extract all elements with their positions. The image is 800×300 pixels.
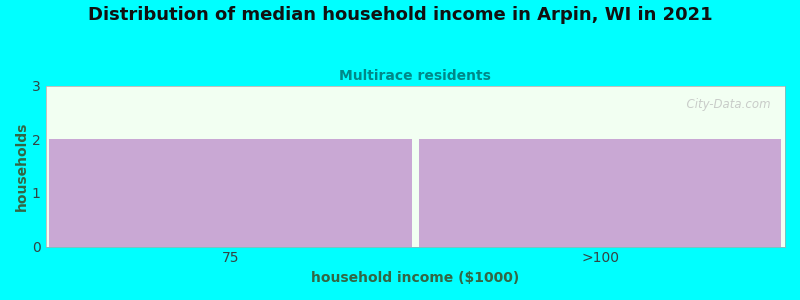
Text: Distribution of median household income in Arpin, WI in 2021: Distribution of median household income … — [88, 6, 712, 24]
Bar — [419, 139, 782, 247]
Y-axis label: households: households — [15, 122, 29, 211]
Title: Multirace residents: Multirace residents — [339, 69, 491, 83]
X-axis label: household income ($1000): household income ($1000) — [311, 271, 519, 285]
Bar — [50, 139, 411, 247]
Text: City-Data.com: City-Data.com — [678, 98, 770, 111]
